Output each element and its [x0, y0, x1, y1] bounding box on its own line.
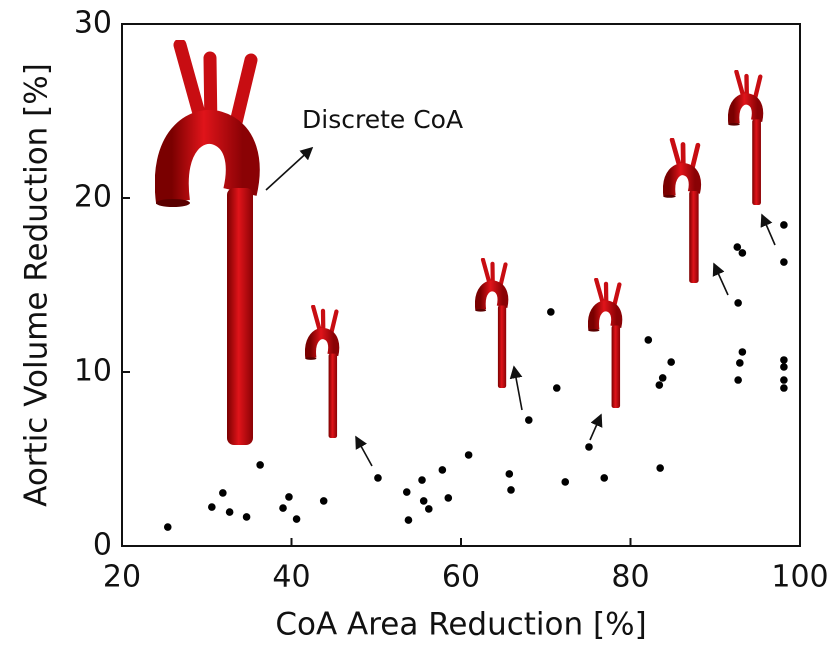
- point: [738, 348, 747, 356]
- point: [780, 356, 788, 364]
- point: [419, 497, 428, 505]
- point: [438, 466, 447, 474]
- point: [242, 513, 251, 521]
- point: [780, 376, 788, 384]
- y-tick-label: 0: [93, 528, 112, 563]
- point: [404, 516, 413, 524]
- point: [655, 381, 664, 389]
- point: [552, 384, 561, 392]
- point: [780, 384, 788, 392]
- point: [780, 363, 788, 371]
- point: [402, 488, 411, 496]
- point: [658, 374, 667, 382]
- point: [644, 336, 653, 344]
- y-tick-label: 30: [74, 6, 112, 41]
- point: [464, 451, 473, 459]
- point: [256, 461, 264, 469]
- point: [292, 515, 301, 523]
- point: [738, 249, 747, 257]
- point: [780, 258, 788, 266]
- point: [424, 505, 433, 513]
- point: [418, 476, 426, 484]
- x-axis-title: CoA Area Reduction [%]: [275, 607, 646, 643]
- x-tick-label: 20: [103, 560, 141, 595]
- point: [225, 508, 234, 516]
- plot-frame: [121, 23, 801, 547]
- y-axis-title: Aortic Volume Reduction [%]: [19, 63, 55, 507]
- x-tick-label: 100: [771, 560, 828, 595]
- x-tick-label: 40: [272, 560, 310, 595]
- x-tick-label: 60: [442, 560, 480, 595]
- point: [505, 470, 514, 478]
- annotation: Discrete CoA: [302, 105, 463, 134]
- point: [374, 474, 382, 482]
- point: [547, 308, 555, 316]
- arrows: [265, 146, 776, 467]
- point: [525, 416, 533, 424]
- point: [219, 489, 227, 497]
- point: [736, 359, 744, 367]
- point: [734, 376, 742, 384]
- point: [507, 486, 515, 494]
- point: [319, 497, 328, 505]
- point: [208, 503, 216, 511]
- point: [585, 443, 593, 451]
- point: [444, 494, 453, 502]
- point: [656, 464, 664, 472]
- y-tick-label: 20: [74, 180, 112, 215]
- point: [667, 358, 675, 366]
- point: [561, 478, 570, 486]
- point: [285, 493, 293, 501]
- point: [600, 474, 609, 482]
- point: [163, 523, 172, 531]
- point: [279, 504, 287, 512]
- y-tick-label: 10: [74, 354, 112, 389]
- point: [780, 221, 788, 229]
- point: [734, 299, 742, 307]
- point: [733, 243, 742, 251]
- x-tick-label: 80: [611, 560, 649, 595]
